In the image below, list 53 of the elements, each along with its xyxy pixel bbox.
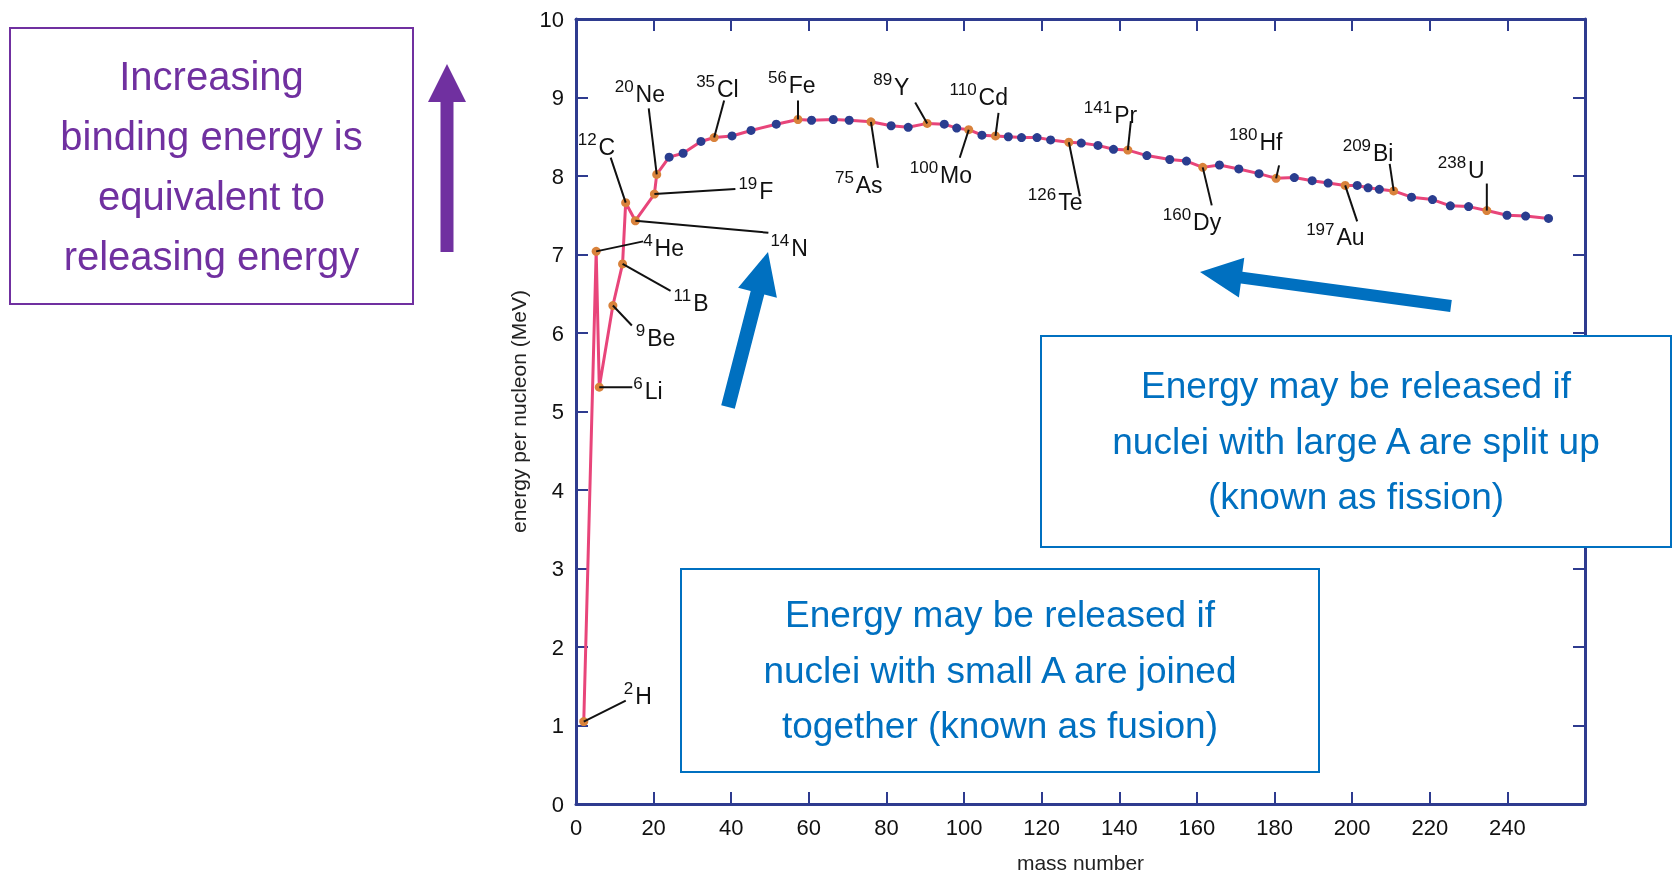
annotation: $^{14}$N [770,230,808,261]
annotation: $^{89}$Y [873,70,910,101]
y-tick-label: 1 [551,713,564,738]
x-axis-title: mass number [1016,851,1145,874]
annotation: Energy may be released if nuclei with large A are split up (known as fission) [1111,364,1601,520]
x-tick-label: 140 [1100,814,1138,840]
y-tick-label: 9 [551,85,564,110]
x-tick-label: 220 [1411,814,1449,840]
y-tick-label: 4 [551,477,564,503]
y-tick-label: 2 [551,634,564,660]
annotation: $^{238}$U [1437,152,1485,183]
x-tick-label: 0 [569,814,583,840]
x-tick-label: 80 [874,814,899,840]
y-tick-label: 5 [551,399,564,424]
x-tick-label: 200 [1333,814,1371,840]
annotation: $^{2}$H [623,678,652,709]
y-tick-label: 6 [551,320,564,346]
x-tick-label: 160 [1178,814,1216,840]
annotation: $^{141}$Pr [1083,97,1138,129]
annotation: $^{9}$Be [635,320,676,351]
annotation: $^{75}$As [834,167,883,198]
x-tick-label: 240 [1489,814,1526,840]
annotation: $^{20}$Ne [614,77,665,108]
text-box: Energy may be released if nuclei with small A are joined together (known as fusion) [680,568,1320,773]
y-tick-label: 3 [551,556,564,581]
x-tick-label: 60 [796,814,822,840]
y-tick-label: 8 [551,163,564,189]
annotation: $^{35}$Cl [696,71,739,102]
x-tick-label: 40 [718,814,744,840]
annotation: $^{209}$Bi [1342,135,1394,166]
annotation: $^{100}$Mo [909,157,972,188]
annotation: $^{12}$C [577,129,616,160]
x-tick-label: 180 [1256,814,1293,840]
annotation: $^{11}$B [673,285,709,316]
annotation: $^{197}$Au [1306,220,1365,251]
annotation: $^{180}$Hf [1229,125,1283,156]
annotation: $^{56}$Fe [767,68,816,99]
annotation: Energy may be released if nuclei with small A are joined together (known as fusion) [762,593,1238,749]
text-box: Energy may be released if nuclei with large A are split up (known as fission) [1040,335,1672,548]
y-tick-label: 0 [551,791,564,817]
y-axis-title: energy per nucleon (MeV) [506,290,530,533]
annotation: $^{4}$He [643,231,684,262]
x-tick-label: 100 [945,814,983,840]
annotation: $^{6}$Li [633,373,663,405]
y-tick-label: 7 [551,242,564,267]
annotation: $^{160}$Dy [1162,205,1222,236]
annotation: $^{110}$Cd [949,79,1008,110]
text-box: Increasing binding energy is equivalent to releasing energy [9,27,414,305]
x-tick-label: 20 [641,814,666,840]
annotation: $^{126}$Te [1027,185,1083,216]
annotation: $^{19}$F [738,173,774,205]
x-tick-label: 120 [1023,814,1061,840]
y-tick-label: 10 [539,6,564,32]
